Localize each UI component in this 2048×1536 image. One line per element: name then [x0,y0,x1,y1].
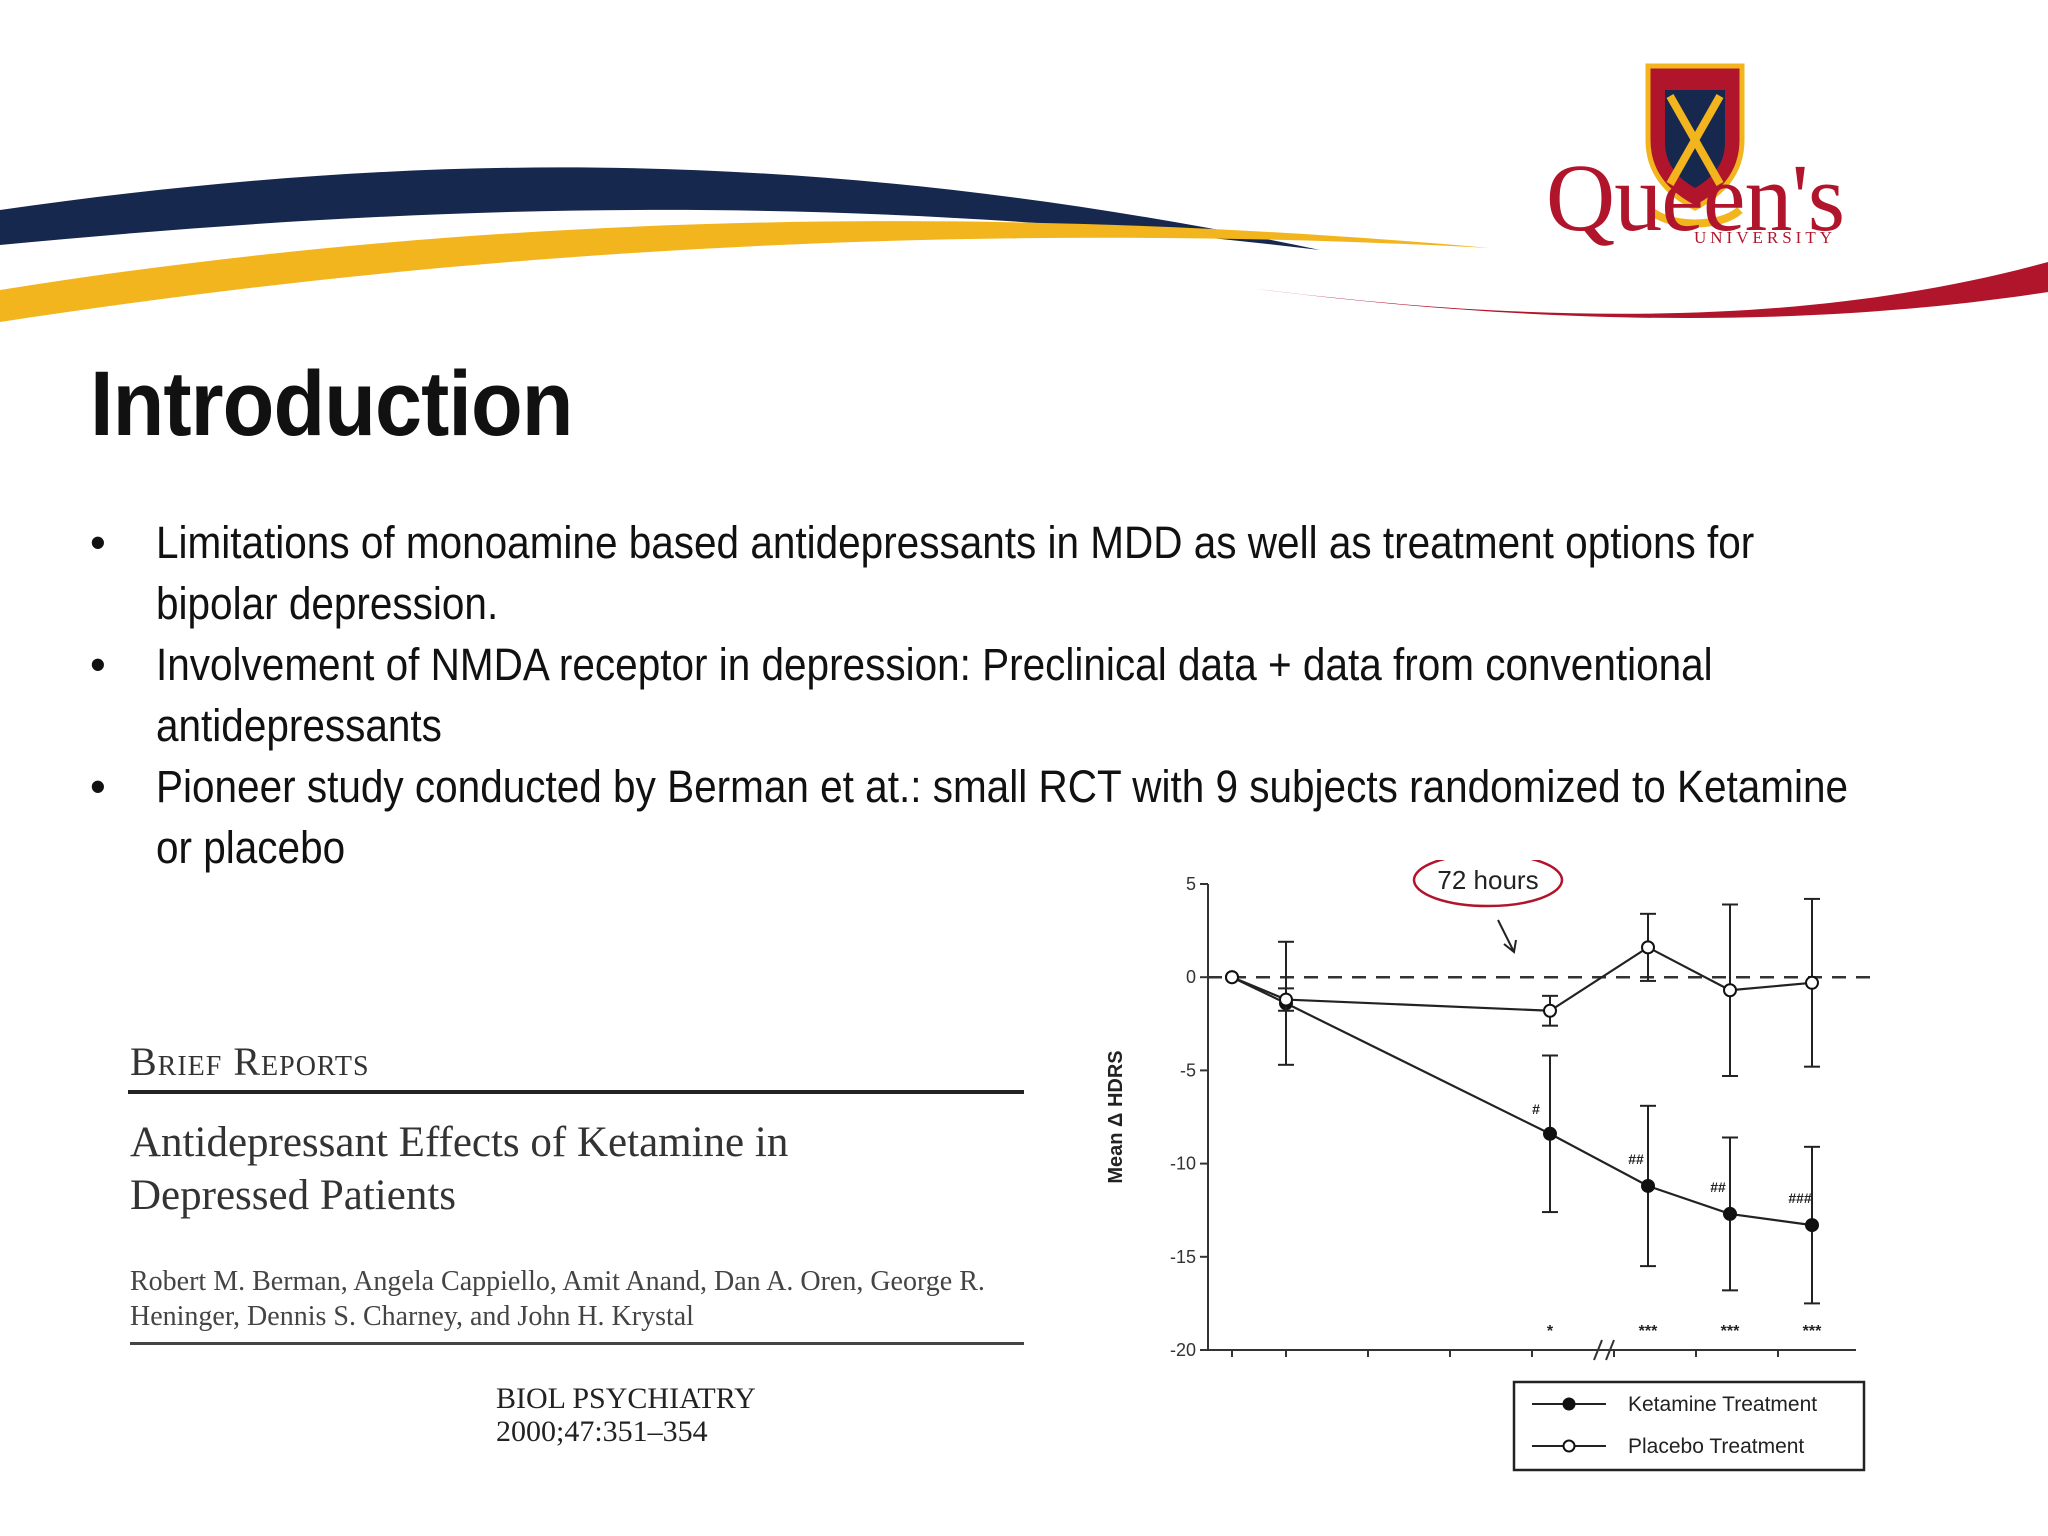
bullet-item: Pioneer study conducted by Berman et at.… [90,756,1850,878]
annotation-arrow [1497,919,1517,954]
paper-section-label: Brief Reports [128,1040,1024,1094]
significance-label-hash: ## [1710,1179,1726,1195]
logo-subtitle: UNIVERSITY [1694,228,1836,247]
y-tick-label: -15 [1170,1247,1196,1267]
placebo-point [1641,940,1655,955]
ketamine-point [1641,1178,1655,1193]
slide-title: Introduction [90,353,574,455]
placebo-point [1723,983,1737,998]
y-tick-label: -5 [1180,1060,1196,1080]
bullet-item: Limitations of monoamine based antidepre… [90,512,1850,634]
legend-label: Placebo Treatment [1628,1435,1804,1458]
placebo-point [1543,1003,1557,1018]
significance-label-hash: ## [1628,1151,1644,1167]
y-axis-label: Mean Δ HDRS [1105,1050,1127,1183]
significance-label-hash: ### [1788,1190,1812,1206]
significance-stars: *** [1803,1323,1822,1340]
crest-icon [1645,63,1745,228]
red-swoosh [1110,262,2048,319]
journal-citation: BIOL PSYCHIATRY 2000;47:351–354 [496,1382,756,1448]
ketamine-line [1231,976,1813,1227]
header-swoosh-decoration [0,167,2048,322]
y-tick-label: -10 [1170,1154,1196,1174]
significance-label-hash: # [1532,1101,1540,1117]
journal-volume: 2000;47:351–354 [496,1415,708,1448]
placebo-point [1805,975,1819,990]
y-tick-label: -20 [1170,1340,1196,1360]
y-tick-label: 0 [1186,967,1196,987]
x-axis-break [1593,1339,1615,1361]
bullet-list: Limitations of monoamine based antidepre… [90,512,1850,878]
significance-stars: *** [1639,1323,1658,1340]
legend-box [1512,1380,1866,1472]
placebo-point [1225,970,1239,985]
y-tick-label: 5 [1186,874,1196,894]
paper-header-excerpt: Brief Reports Antidepressant Effects of … [128,1040,1024,1345]
bullet-item: Involvement of NMDA receptor in depressi… [90,634,1850,756]
legend-marker [1562,1439,1576,1453]
paper-authors: Robert M. Berman, Angela Cappiello, Amit… [130,1264,1024,1345]
significance-stars: * [1547,1323,1554,1340]
logo-wordmark: Queen's [1545,144,1845,251]
gold-swoosh [0,221,1490,322]
placebo-point [1279,992,1293,1007]
annotation-label: 72 hours [1437,865,1538,895]
legend-label: Ketamine Treatment [1628,1393,1817,1416]
significance-stars: *** [1721,1323,1740,1340]
queens-university-logo [1530,60,1860,250]
legend-marker [1562,1397,1576,1411]
navy-swoosh [0,167,1320,250]
paper-title: Antidepressant Effects of Ketamine in De… [130,1119,789,1219]
ketamine-point [1805,1218,1819,1233]
ketamine-point [1723,1206,1737,1221]
annotation-ellipse [1412,860,1564,908]
journal-name: BIOL PSYCHIATRY [496,1382,756,1415]
ketamine-point [1543,1126,1557,1141]
placebo-line [1231,946,1813,1012]
